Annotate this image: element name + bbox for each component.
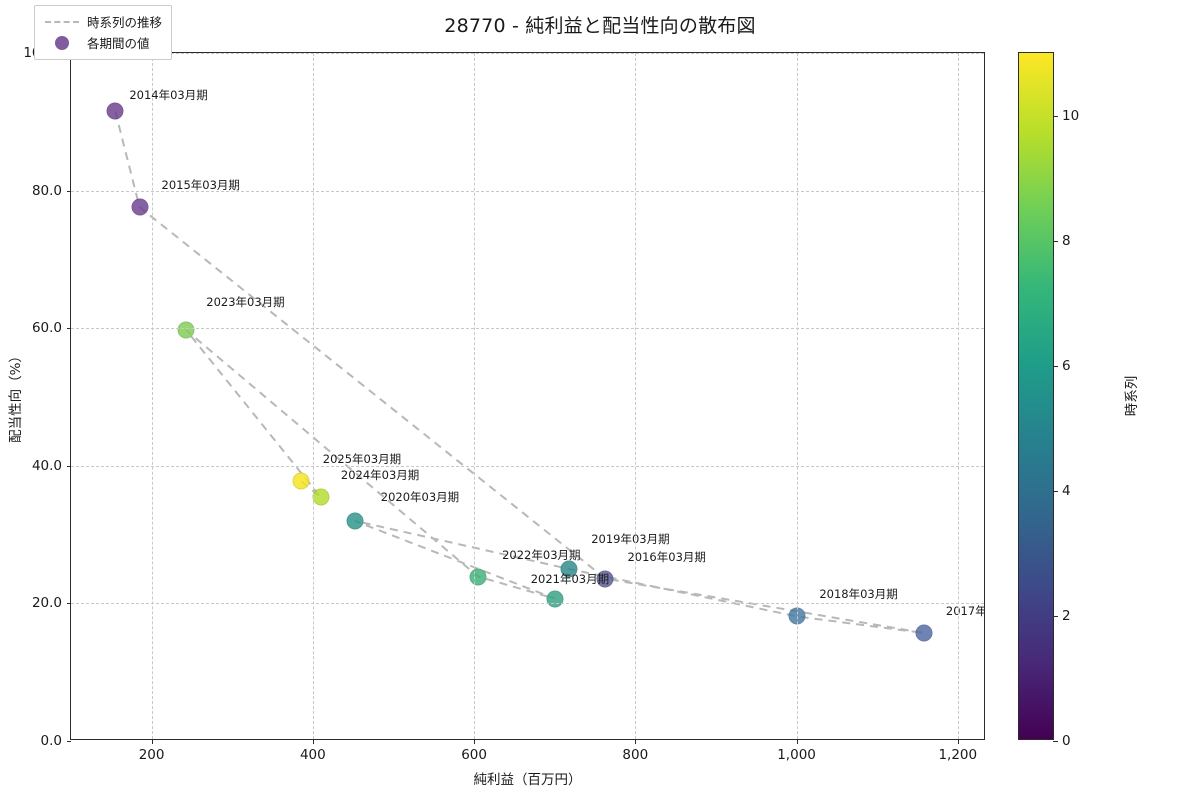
data-point[interactable] <box>546 590 564 608</box>
gridline-vertical <box>796 53 798 739</box>
colorbar-tick-label: 2 <box>1062 607 1071 624</box>
x-tick-label: 1,200 <box>938 747 978 763</box>
gridline-horizontal <box>71 603 984 605</box>
data-point-label: 2018年03月期 <box>819 587 898 602</box>
colorbar-tick-label: 0 <box>1062 733 1071 749</box>
y-tick-mark <box>66 328 71 330</box>
x-axis-title: 純利益（百万円） <box>473 772 582 788</box>
data-point-label: 2020年03月期 <box>380 489 460 504</box>
legend: 時系列の推移 各期間の値 <box>34 5 173 60</box>
colorbar-tick-label: 6 <box>1062 357 1071 374</box>
x-tick-label: 200 <box>138 747 165 763</box>
legend-item-marker: 各期間の値 <box>43 32 162 53</box>
colorbar-tick-label: 4 <box>1062 482 1071 499</box>
x-tick-label: 600 <box>461 747 487 763</box>
data-point-label: 2023年03月期 <box>206 295 285 310</box>
colorbar-tick-label: 8 <box>1062 232 1071 249</box>
data-point[interactable] <box>106 102 124 120</box>
x-tick-mark <box>957 739 959 744</box>
gridline-vertical <box>151 53 153 739</box>
data-point-label: 2017年03月期 <box>945 603 984 618</box>
legend-label-marker: 各期間の値 <box>87 36 150 51</box>
colorbar-tick-mark <box>1053 490 1058 492</box>
gridline-vertical <box>957 53 959 739</box>
plot-area: 2014年03月期 2015年03月期 2016年03月期 2017年03月期 2018… <box>23 45 985 763</box>
colorbar-tick-mark <box>1053 115 1058 117</box>
y-tick-label: 0.0 <box>40 733 62 749</box>
x-tick-mark <box>796 739 798 744</box>
y-tick-label: 40.0 <box>31 457 62 474</box>
colorbar-tick-mark <box>1053 365 1058 367</box>
dashed-line-icon <box>43 20 81 23</box>
legend-item-line: 時系列の推移 <box>43 11 162 32</box>
time-series-line <box>114 111 925 634</box>
colorbar-title: 時系列 <box>1124 375 1140 417</box>
colorbar-tick-label: 10 <box>1062 107 1080 124</box>
data-point[interactable] <box>469 568 487 586</box>
x-tick-mark <box>474 739 476 744</box>
x-tick-mark <box>312 739 314 744</box>
y-tick-mark <box>66 741 71 742</box>
data-point-label: 2021年03月期 <box>530 571 610 586</box>
y-tick-label: 80.0 <box>31 182 62 199</box>
data-point[interactable] <box>131 198 149 216</box>
y-tick-label: 60.0 <box>31 320 62 337</box>
data-point[interactable] <box>560 560 578 578</box>
data-point-label: 2022年03月期 <box>502 547 581 562</box>
data-point-label: 2019年03月期 <box>591 532 670 546</box>
x-tick-mark <box>635 739 637 744</box>
page-title: 28770 - 純利益と配当性向の散布図 <box>444 15 756 37</box>
gridline-horizontal <box>71 190 984 192</box>
plot-canvas: 2014年03月期 2015年03月期 2016年03月期 2017年03月期 2018… <box>71 53 984 739</box>
gridline-vertical <box>312 53 314 739</box>
y-tick-mark <box>66 465 71 467</box>
series-line-layer <box>114 111 925 634</box>
colorbar-tick-mark <box>1053 240 1058 242</box>
colorbar-tick-mark <box>1053 741 1058 742</box>
data-point[interactable] <box>312 488 330 506</box>
data-point[interactable] <box>596 570 614 588</box>
data-point[interactable] <box>292 472 310 490</box>
x-tick-label: 400 <box>299 747 326 763</box>
data-point-label: 2015年03月期 <box>161 178 240 193</box>
data-point-label: 2025年03月期 <box>322 451 402 466</box>
y-tick-mark <box>66 190 71 192</box>
gridline-horizontal <box>71 328 984 330</box>
y-tick-label: 20.0 <box>31 595 62 612</box>
legend-label-line: 時系列の推移 <box>87 15 163 30</box>
circle-marker-icon <box>43 35 81 50</box>
colorbar: 0 2 4 6 8 10 <box>1018 52 1079 749</box>
gridline-horizontal <box>71 465 984 467</box>
data-point[interactable] <box>177 321 195 339</box>
x-tick-mark <box>151 739 153 744</box>
gridline-vertical <box>635 53 637 739</box>
data-point[interactable] <box>346 512 364 530</box>
y-axis-title: 配当性向（%） <box>8 349 24 443</box>
data-point-label: 2016年03月期 <box>627 549 706 564</box>
colorbar-tick-mark <box>1053 615 1058 617</box>
gridline-vertical <box>474 53 476 739</box>
data-point[interactable] <box>915 624 933 642</box>
gridline-horizontal <box>71 53 984 54</box>
data-point-label: 2024年03月期 <box>340 468 420 483</box>
y-tick-mark <box>66 603 71 605</box>
data-point-label: 2014年03月期 <box>129 88 208 103</box>
x-tick-label: 800 <box>622 747 649 763</box>
x-tick-label: 1,000 <box>777 747 816 763</box>
